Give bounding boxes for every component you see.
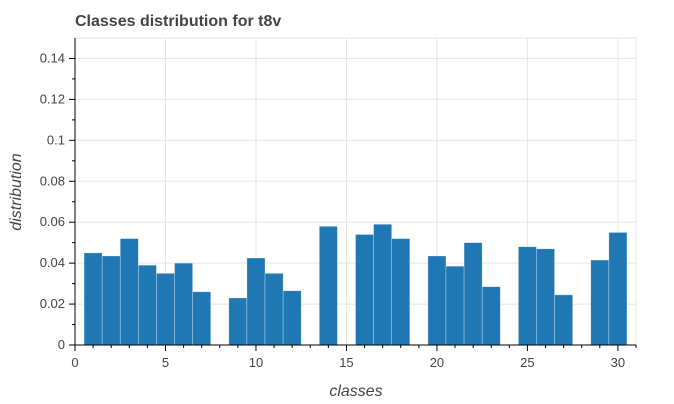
bar [101,255,121,346]
y-tick-label: 0.12 [40,91,65,106]
x-tick-label: 15 [339,355,353,370]
axes [74,38,636,346]
chart-title: Classes distribution for t8v [75,13,281,30]
y-axis-label: distribution [8,153,25,230]
y-tick-label: 0.02 [40,296,65,311]
y-tick-label: 0.08 [40,173,65,188]
bar [445,265,465,346]
bar [228,297,248,346]
bar [590,259,610,346]
bar [391,238,411,346]
bar [463,242,483,346]
x-axis-label: classes [329,383,382,400]
bar [246,257,266,346]
x-tick-label: 30 [611,355,625,370]
bar [138,264,157,346]
bar [608,232,628,346]
bar [282,290,302,346]
ticks: 0 0.02 0.04 0.06 0.08 0.1 0.12 0.14 0 5 10 15 20 25 30 [40,50,637,370]
bar [156,273,175,346]
bars [83,223,628,346]
bar [536,248,555,346]
y-tick-label: 0.14 [40,50,65,65]
x-tick-label: 10 [249,355,263,370]
bar [481,286,501,346]
y-tick-label: 0.1 [47,132,65,147]
bar [518,246,537,346]
y-tick-label: 0.04 [40,255,65,270]
x-tick-label: 5 [162,355,169,370]
bar [319,225,338,346]
bar [427,255,447,346]
bar [192,291,212,346]
bar [554,294,573,346]
bar [174,262,193,346]
bar [119,238,139,346]
x-tick-label: 25 [520,355,534,370]
bar [264,273,284,346]
bar [83,252,103,346]
x-tick-label: 0 [71,355,78,370]
x-tick-label: 20 [430,355,444,370]
y-tick-label: 0.06 [40,214,65,229]
bar [373,223,392,346]
bar [355,234,374,346]
y-tick-label: 0 [58,337,65,352]
